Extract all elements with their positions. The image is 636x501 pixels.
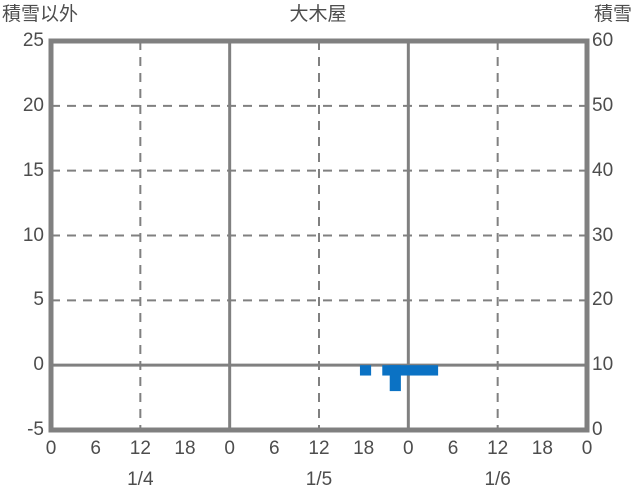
x-axis-tick-label: 6 [90, 438, 101, 459]
chart-title: 大木屋 [289, 4, 347, 25]
bar-series [359, 365, 439, 392]
axes-frame [48, 38, 590, 433]
y-axis-right-tick-label: 40 [592, 159, 614, 181]
data-bar [382, 365, 439, 376]
data-bar [359, 365, 372, 376]
x-axis-tick-label: 12 [129, 438, 151, 459]
y-axis-left-tick-label: 5 [33, 289, 44, 311]
x-axis-day-label: 1/5 [305, 469, 333, 490]
data-bar [389, 365, 401, 392]
y-axis-left-tick-label: 25 [22, 30, 44, 51]
x-axis-tick-label: 18 [174, 438, 196, 459]
x-axis-tick-label: 12 [308, 438, 330, 459]
x-axis-tick-label: 6 [447, 438, 459, 459]
y-axis-left-tick-label: 15 [22, 159, 44, 181]
y-axis-right-tick-label: 20 [592, 289, 614, 311]
x-axis-day-label: 1/6 [484, 469, 511, 490]
y-axis-left-tick-label: 20 [22, 94, 44, 116]
x-axis-tick-label: 0 [581, 438, 593, 459]
y-axis-right-tick-label: 30 [592, 224, 614, 246]
x-axis-tick-label: 18 [353, 438, 375, 459]
left-axis-title: 積雪以外 [2, 4, 79, 25]
x-axis-tick-label: 12 [487, 438, 509, 459]
y-axis-left-tick-label: 0 [33, 354, 44, 376]
x-axis-tick-label: 0 [224, 438, 235, 459]
y-axis-right-tick-label: 60 [592, 30, 614, 51]
x-axis-tick-label: 0 [403, 438, 414, 459]
y-axis-right-tick-label: 50 [592, 94, 614, 116]
x-axis-day-label: 1/4 [127, 469, 154, 490]
y-axis-left-tick-label: -5 [27, 419, 44, 440]
x-axis-tick-label: 6 [269, 438, 280, 459]
x-axis-tick-label: 0 [45, 438, 57, 459]
y-axis-right-tick-label: 10 [592, 354, 614, 376]
plot-frame [48, 38, 590, 433]
x-axis-tick-label: 18 [531, 438, 553, 459]
y-axis-right-tick-label: 0 [592, 419, 603, 440]
right-axis-title: 積雪 [593, 4, 632, 25]
gridlines [51, 41, 587, 430]
y-axis-left-tick-label: 10 [22, 224, 44, 246]
